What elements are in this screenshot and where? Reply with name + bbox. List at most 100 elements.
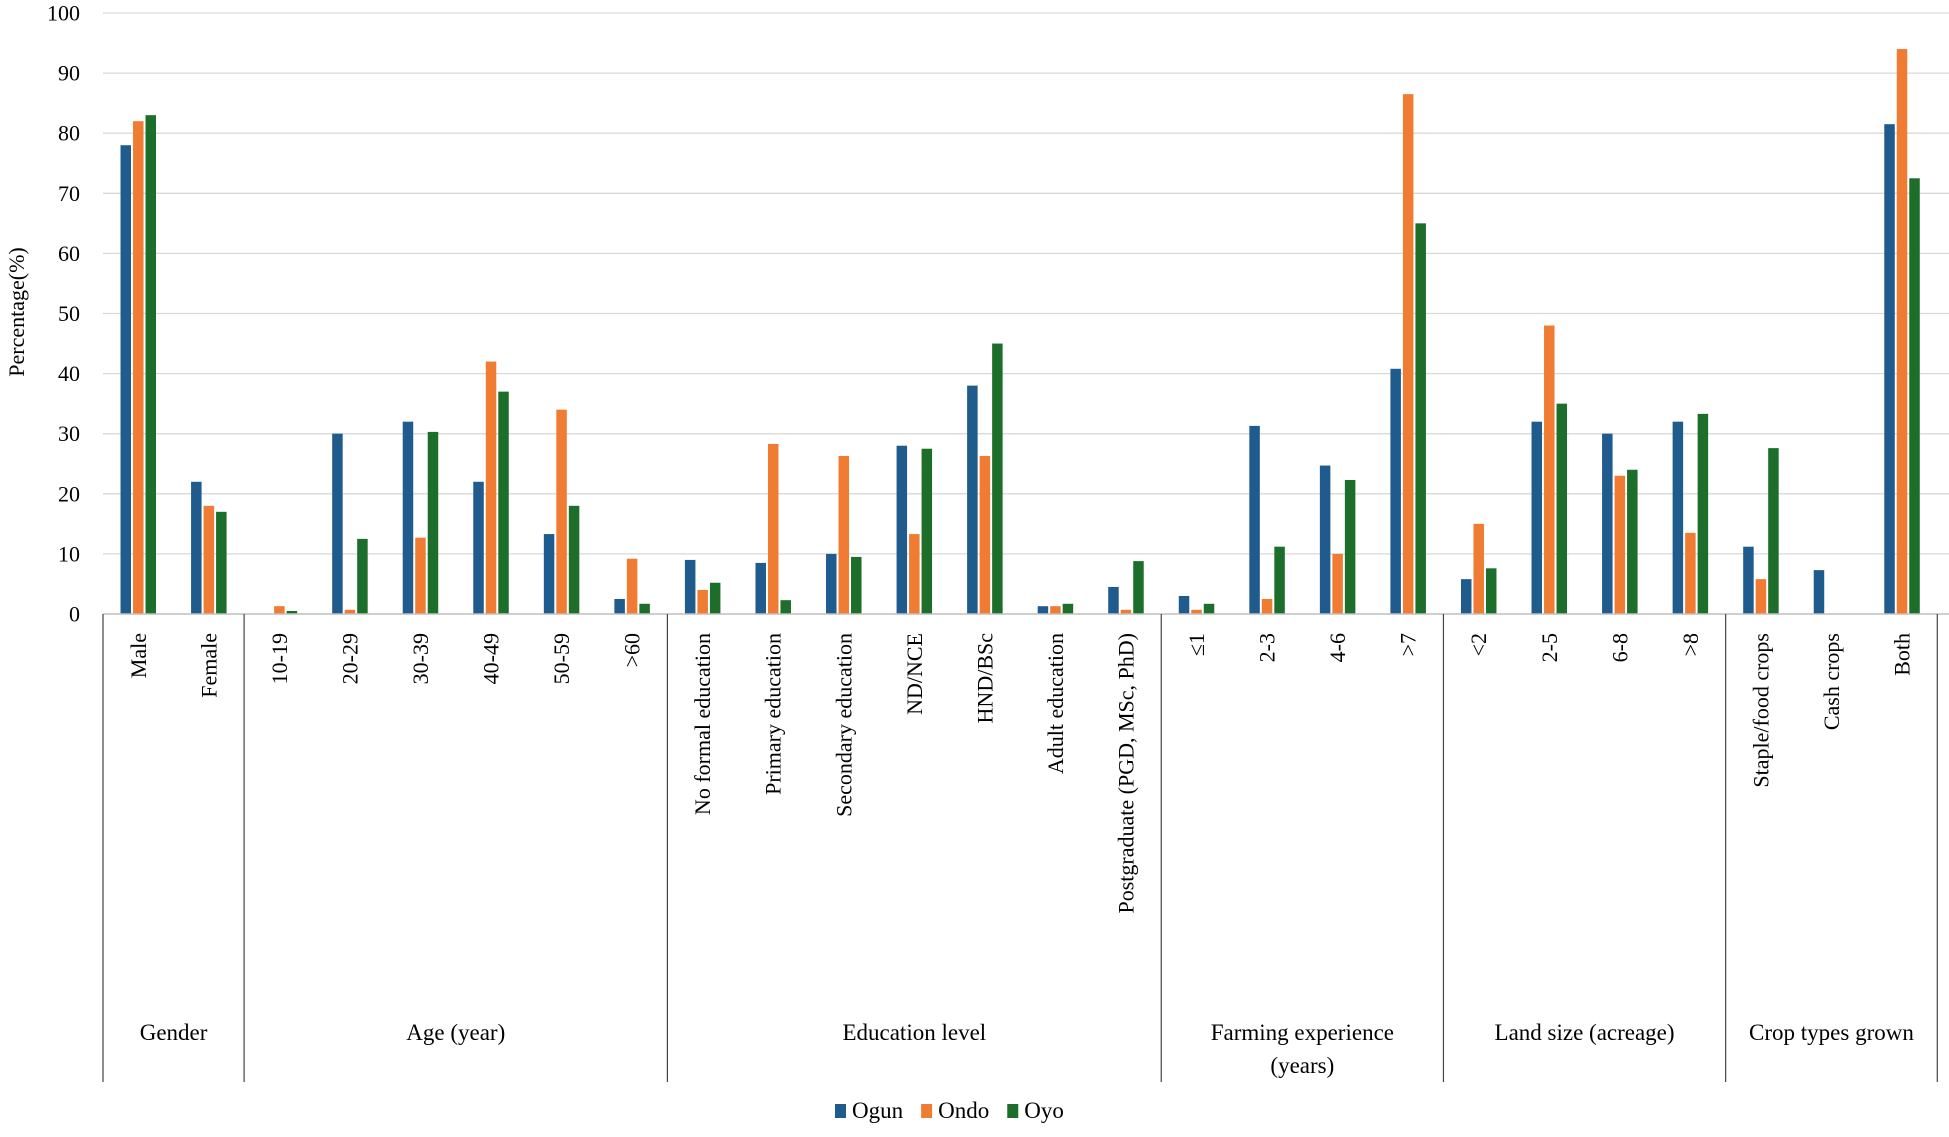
group-label: Land size (acreage) — [1495, 1020, 1675, 1045]
y-tick-label: 20 — [58, 481, 80, 506]
bar-ondo — [133, 121, 144, 615]
y-tick-label: 80 — [58, 121, 80, 146]
legend-swatch — [1007, 1104, 1019, 1118]
bar-ogun — [1460, 579, 1472, 614]
bar-ogun — [1672, 421, 1684, 614]
category-label: 20-29 — [337, 633, 362, 684]
bar-ogun — [402, 421, 414, 614]
bar-oyo — [1133, 561, 1144, 614]
bar-ogun — [1178, 595, 1190, 614]
category-label: >8 — [1678, 633, 1703, 656]
bar-ondo — [274, 606, 285, 614]
bar-oyo — [709, 582, 721, 614]
y-tick-label: 10 — [58, 541, 80, 566]
y-tick-label: 100 — [47, 1, 80, 26]
bar-ondo — [485, 361, 497, 614]
bar-oyo — [992, 343, 1003, 614]
bars — [120, 49, 1920, 615]
bar-ondo — [1473, 523, 1484, 614]
category-label: >7 — [1396, 633, 1421, 656]
category-labels: Male Female 10-19 20-29 30-39 40-49 50-59 >60 No… — [126, 633, 1915, 914]
category-label: 10-19 — [267, 633, 292, 684]
bar-oyo — [427, 431, 439, 614]
bar-ondo — [626, 558, 638, 614]
bar-ogun — [1602, 433, 1613, 614]
bar-oyo — [921, 448, 933, 614]
legend-label: Ondo — [938, 1098, 989, 1123]
y-axis-ticks: 0 10 20 30 40 50 60 70 80 90 100 — [47, 1, 80, 627]
bar-oyo — [1203, 603, 1215, 614]
legend-label: Ogun — [852, 1098, 904, 1123]
legend-item-ogun: Ogun — [835, 1098, 904, 1123]
group-label: Age (year) — [406, 1020, 505, 1045]
bar-ogun — [684, 559, 696, 614]
bar-ondo — [1685, 532, 1696, 614]
bar-ogun — [1531, 421, 1543, 614]
category-label: 6-8 — [1607, 633, 1632, 662]
bar-oyo — [498, 391, 509, 614]
category-label: 2-5 — [1537, 633, 1562, 662]
group-label: (years) — [1270, 1053, 1334, 1078]
bar-oyo — [1909, 178, 1920, 614]
bar-oyo — [1627, 469, 1638, 614]
category-label: 50-59 — [549, 633, 574, 684]
y-tick-label: 60 — [58, 241, 80, 266]
bar-ogun — [755, 562, 766, 614]
bar-ondo — [1896, 49, 1908, 615]
legend: Ogun Ondo Oyo — [835, 1098, 1064, 1123]
bar-oyo — [357, 538, 368, 614]
bar-oyo — [568, 505, 580, 614]
category-label: HND/BSc — [972, 633, 997, 724]
category-label: Secondary education — [831, 633, 856, 817]
bar-ogun — [1108, 586, 1119, 614]
bar-ondo — [344, 609, 356, 614]
legend-swatch — [835, 1104, 846, 1118]
category-label: No formal education — [690, 633, 715, 815]
y-axis-title: Percentage(%) — [4, 247, 29, 376]
category-label: Male — [126, 633, 151, 678]
category-label: Both — [1890, 633, 1915, 676]
group-label: Education level — [842, 1020, 986, 1045]
category-label: ≤1 — [1184, 633, 1209, 656]
bar-oyo — [1697, 413, 1709, 614]
bar-ogun — [120, 145, 132, 614]
bar-oyo — [780, 600, 791, 614]
bar-ogun — [1884, 124, 1895, 614]
category-label: 4-6 — [1325, 633, 1350, 662]
bar-ogun — [473, 481, 484, 614]
legend-swatch — [921, 1104, 933, 1118]
bar-ondo — [1544, 325, 1555, 614]
bar-ogun — [332, 433, 343, 614]
bar-ondo — [1191, 609, 1202, 614]
bar-ogun — [1037, 606, 1049, 614]
category-label: Staple/food crops — [1748, 633, 1773, 788]
y-tick-label: 50 — [58, 301, 80, 326]
category-label: Adult education — [1043, 633, 1068, 774]
bar-ogun — [967, 385, 978, 614]
category-label: Primary education — [761, 633, 786, 795]
y-tick-label: 30 — [58, 421, 80, 446]
group-label: Farming experience — [1211, 1020, 1394, 1045]
bar-ondo — [415, 537, 426, 614]
bar-oyo — [1485, 568, 1497, 614]
legend-label: Oyo — [1024, 1098, 1064, 1123]
gridlines — [103, 12, 1949, 555]
y-tick-label: 0 — [69, 602, 80, 627]
bar-ondo — [556, 409, 567, 614]
category-label: 2-3 — [1255, 633, 1280, 662]
y-tick-label: 90 — [58, 61, 80, 86]
category-label: Female — [196, 633, 221, 698]
bar-oyo — [216, 511, 227, 614]
bar-ondo — [1614, 475, 1626, 614]
legend-item-ondo: Ondo — [921, 1098, 989, 1123]
group-label: Gender — [140, 1020, 208, 1045]
category-label: ND/NCE — [902, 633, 927, 715]
bar-ondo — [909, 534, 920, 614]
bar-oyo — [1274, 546, 1285, 614]
bar-oyo — [1062, 603, 1074, 614]
bar-oyo — [1768, 448, 1779, 614]
bar-ondo — [767, 443, 779, 614]
bar-ogun — [614, 598, 625, 614]
category-label: Cash crops — [1819, 633, 1844, 730]
bar-ogun — [1319, 465, 1331, 614]
